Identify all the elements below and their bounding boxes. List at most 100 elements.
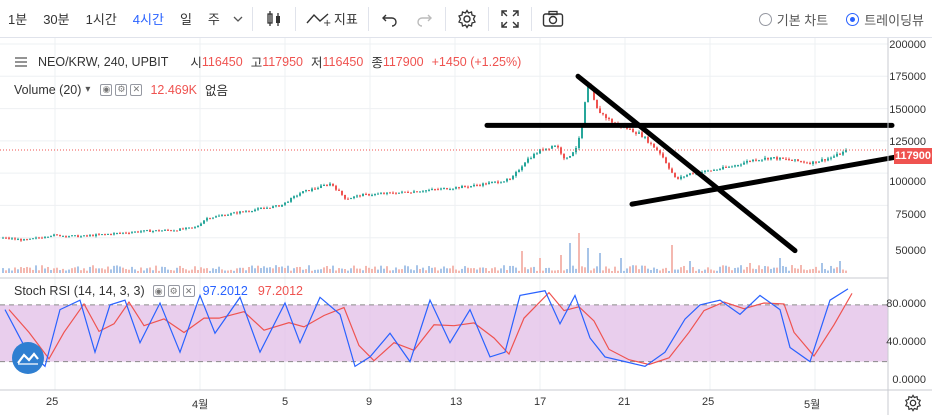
candle-body	[743, 162, 745, 165]
volume-bar	[584, 267, 586, 273]
volume-bar	[743, 269, 745, 273]
rsi-settings-icon[interactable]: ⚙	[167, 285, 180, 297]
undo-icon[interactable]	[373, 0, 407, 38]
volume-bar	[296, 267, 298, 273]
candle-body	[83, 235, 85, 237]
volume-settings-icon[interactable]: ⚙	[115, 83, 128, 96]
chart-canvas[interactable]	[0, 38, 932, 415]
collapse-legend-icon[interactable]	[14, 56, 28, 67]
volume-bar	[338, 268, 340, 273]
drawings	[484, 73, 903, 254]
rsi-remove-icon[interactable]: ✕	[182, 285, 195, 297]
candle-body	[800, 161, 802, 163]
indicators-button[interactable]: + 지표	[300, 0, 364, 38]
interval-4h[interactable]: 4시간	[132, 12, 164, 27]
volume-bar	[530, 267, 532, 273]
volume-bar	[251, 265, 253, 273]
candle-body	[749, 160, 751, 162]
volume-bar	[563, 270, 565, 273]
candle-body	[440, 188, 442, 190]
candle-body	[188, 227, 190, 229]
volume-bar	[383, 268, 385, 273]
volume-legend: Volume (20) ▾ ◉ ⚙ ✕ 12.469K 없음	[14, 80, 228, 99]
volume-bar	[23, 268, 25, 273]
axis-settings-gear-icon[interactable]	[904, 394, 922, 412]
rsi-title[interactable]: Stoch RSI (14, 14, 3, 3)	[14, 284, 145, 298]
volume-bar	[611, 270, 613, 273]
volume-bar	[341, 268, 343, 273]
volume-bar	[776, 267, 778, 273]
candle-body	[332, 183, 334, 186]
volume-bar	[14, 267, 16, 273]
candle-body	[371, 194, 373, 196]
volume-bar	[731, 270, 733, 273]
volume-bar	[620, 258, 622, 273]
volume-bar	[614, 266, 616, 273]
volume-bar	[359, 268, 361, 273]
interval-30m[interactable]: 30분	[43, 12, 70, 27]
volume-bar	[278, 267, 280, 273]
volume-bar	[2, 268, 4, 273]
interval-day[interactable]: 일	[179, 12, 192, 27]
volume-bar	[272, 268, 274, 273]
volume-title[interactable]: Volume (20)	[14, 82, 82, 97]
volume-bar	[512, 265, 514, 273]
volume-bar	[767, 266, 769, 273]
volume-bar	[422, 267, 424, 273]
candle-body	[236, 212, 238, 214]
settings-gear-icon[interactable]	[450, 0, 484, 38]
candle-body	[779, 157, 781, 160]
volume-bar	[533, 266, 535, 273]
low-label: 저	[311, 56, 323, 70]
candle-body	[77, 235, 79, 238]
interval-week[interactable]: 주	[207, 12, 220, 27]
interval-1m[interactable]: 1분	[8, 12, 28, 27]
candle-body	[302, 191, 304, 194]
volume-bar	[266, 267, 268, 273]
candle-body	[539, 149, 541, 154]
candle-body	[287, 201, 289, 203]
volume-bar	[89, 266, 91, 273]
candle-body	[179, 228, 181, 231]
screenshot-camera-icon[interactable]	[536, 0, 570, 38]
volume-bar	[665, 267, 667, 273]
candle-body	[587, 85, 589, 103]
candle-body	[308, 190, 310, 192]
tradingview-logo-icon[interactable]	[12, 342, 44, 374]
volume-bar	[230, 269, 232, 273]
candle-body	[263, 208, 265, 210]
candle-body	[740, 164, 742, 166]
volume-bar	[20, 267, 22, 273]
candle-body	[209, 218, 211, 220]
volume-remove-icon[interactable]: ✕	[130, 83, 143, 96]
volume-chevron-down-icon[interactable]: ▾	[85, 84, 91, 95]
candle-body	[32, 238, 34, 240]
volume-bar	[143, 270, 145, 273]
candle-body	[482, 183, 484, 186]
symbol-label[interactable]: NEO/KRW, 240, UPBIT	[38, 54, 169, 69]
volume-bar	[239, 267, 241, 273]
tradingview-radio[interactable]: 트레이딩뷰	[846, 10, 924, 29]
volume-bar	[320, 269, 322, 273]
candle-body	[605, 114, 607, 119]
candle-body	[176, 230, 178, 232]
interval-dropdown-icon[interactable]	[228, 0, 248, 38]
candle-body	[164, 229, 166, 231]
interval-1h[interactable]: 1시간	[85, 12, 117, 27]
volume-bar	[284, 267, 286, 273]
candle-type-icon[interactable]	[257, 0, 291, 38]
fullscreen-icon[interactable]	[493, 0, 527, 38]
candle-body	[530, 158, 532, 160]
toolbar-divider	[251, 6, 253, 31]
basic-chart-radio[interactable]: 기본 차트	[758, 10, 828, 29]
candle-body	[38, 237, 40, 239]
volume-visibility-icon[interactable]: ◉	[100, 83, 113, 96]
volume-bar	[416, 265, 418, 273]
volume-bar	[545, 268, 547, 273]
volume-bar	[149, 267, 151, 273]
volume-bar	[245, 270, 247, 273]
volume-bar	[704, 269, 706, 273]
volume-bar	[212, 268, 214, 273]
redo-icon[interactable]	[407, 0, 441, 38]
rsi-visibility-icon[interactable]: ◉	[152, 285, 165, 297]
